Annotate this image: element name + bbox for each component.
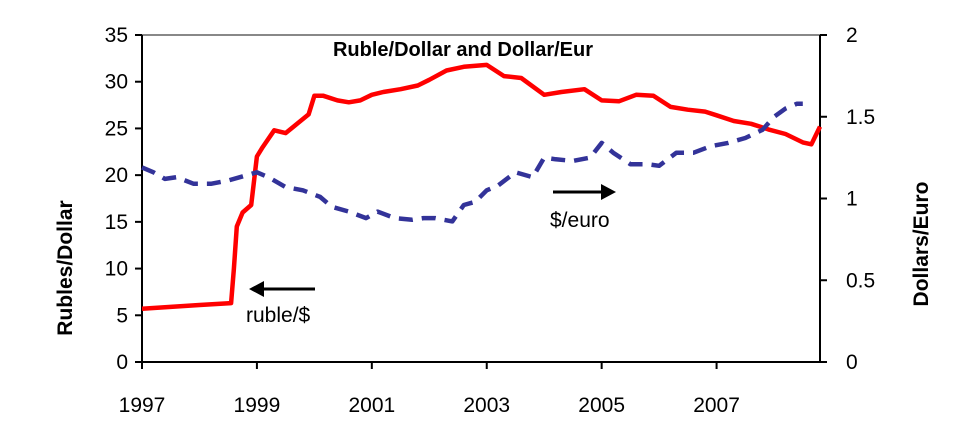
y-tick-label: 35 (105, 24, 128, 47)
y-tick-label: 15 (105, 211, 128, 234)
x-tick-label: 2005 (578, 394, 625, 417)
y2-axis-title: Dollars/Euro (910, 182, 933, 307)
y-tick-label: 25 (105, 117, 128, 140)
series-line-ruble-dollar (141, 62, 823, 311)
y2-tick-label: 0.5 (846, 269, 875, 292)
euro-annotation: $/euro (550, 184, 616, 232)
y-tick-label: 30 (105, 71, 128, 94)
euro-annotation-label: $/euro (550, 209, 610, 232)
y-axis-title: Rubles/Dollar (54, 200, 77, 335)
x-tick-label: 1997 (119, 394, 166, 417)
series-lines (141, 62, 823, 311)
y-tick-label: 20 (105, 164, 128, 187)
ruble-arrowhead (249, 281, 264, 297)
x-tick-label: 2007 (693, 394, 740, 417)
ruble-annotation: ruble/$ (246, 281, 315, 327)
y-tick-label: 10 (105, 258, 128, 281)
y2-tick-label: 2 (846, 24, 858, 47)
axes: 0 5 10 15 20 25 30 35 0 0.5 1 1.5 2 1997 1999 2001 2003 2… (105, 24, 876, 417)
y-tick-label: 5 (116, 304, 128, 327)
x-tick-label: 1999 (234, 394, 281, 417)
y2-tick-label: 1.5 (846, 106, 875, 129)
ruble-annotation-label: ruble/$ (246, 304, 311, 327)
chart-title: Ruble/Dollar and Dollar/Eur (333, 39, 593, 61)
y2-tick-label: 1 (846, 188, 858, 211)
x-tick-label: 2003 (463, 394, 510, 417)
y2-tick-label: 0 (846, 351, 858, 374)
series-line-dollar-euro (141, 101, 803, 224)
euro-arrowhead (601, 184, 616, 200)
x-tick-label: 2001 (348, 394, 395, 417)
y-tick-label: 0 (116, 351, 128, 374)
